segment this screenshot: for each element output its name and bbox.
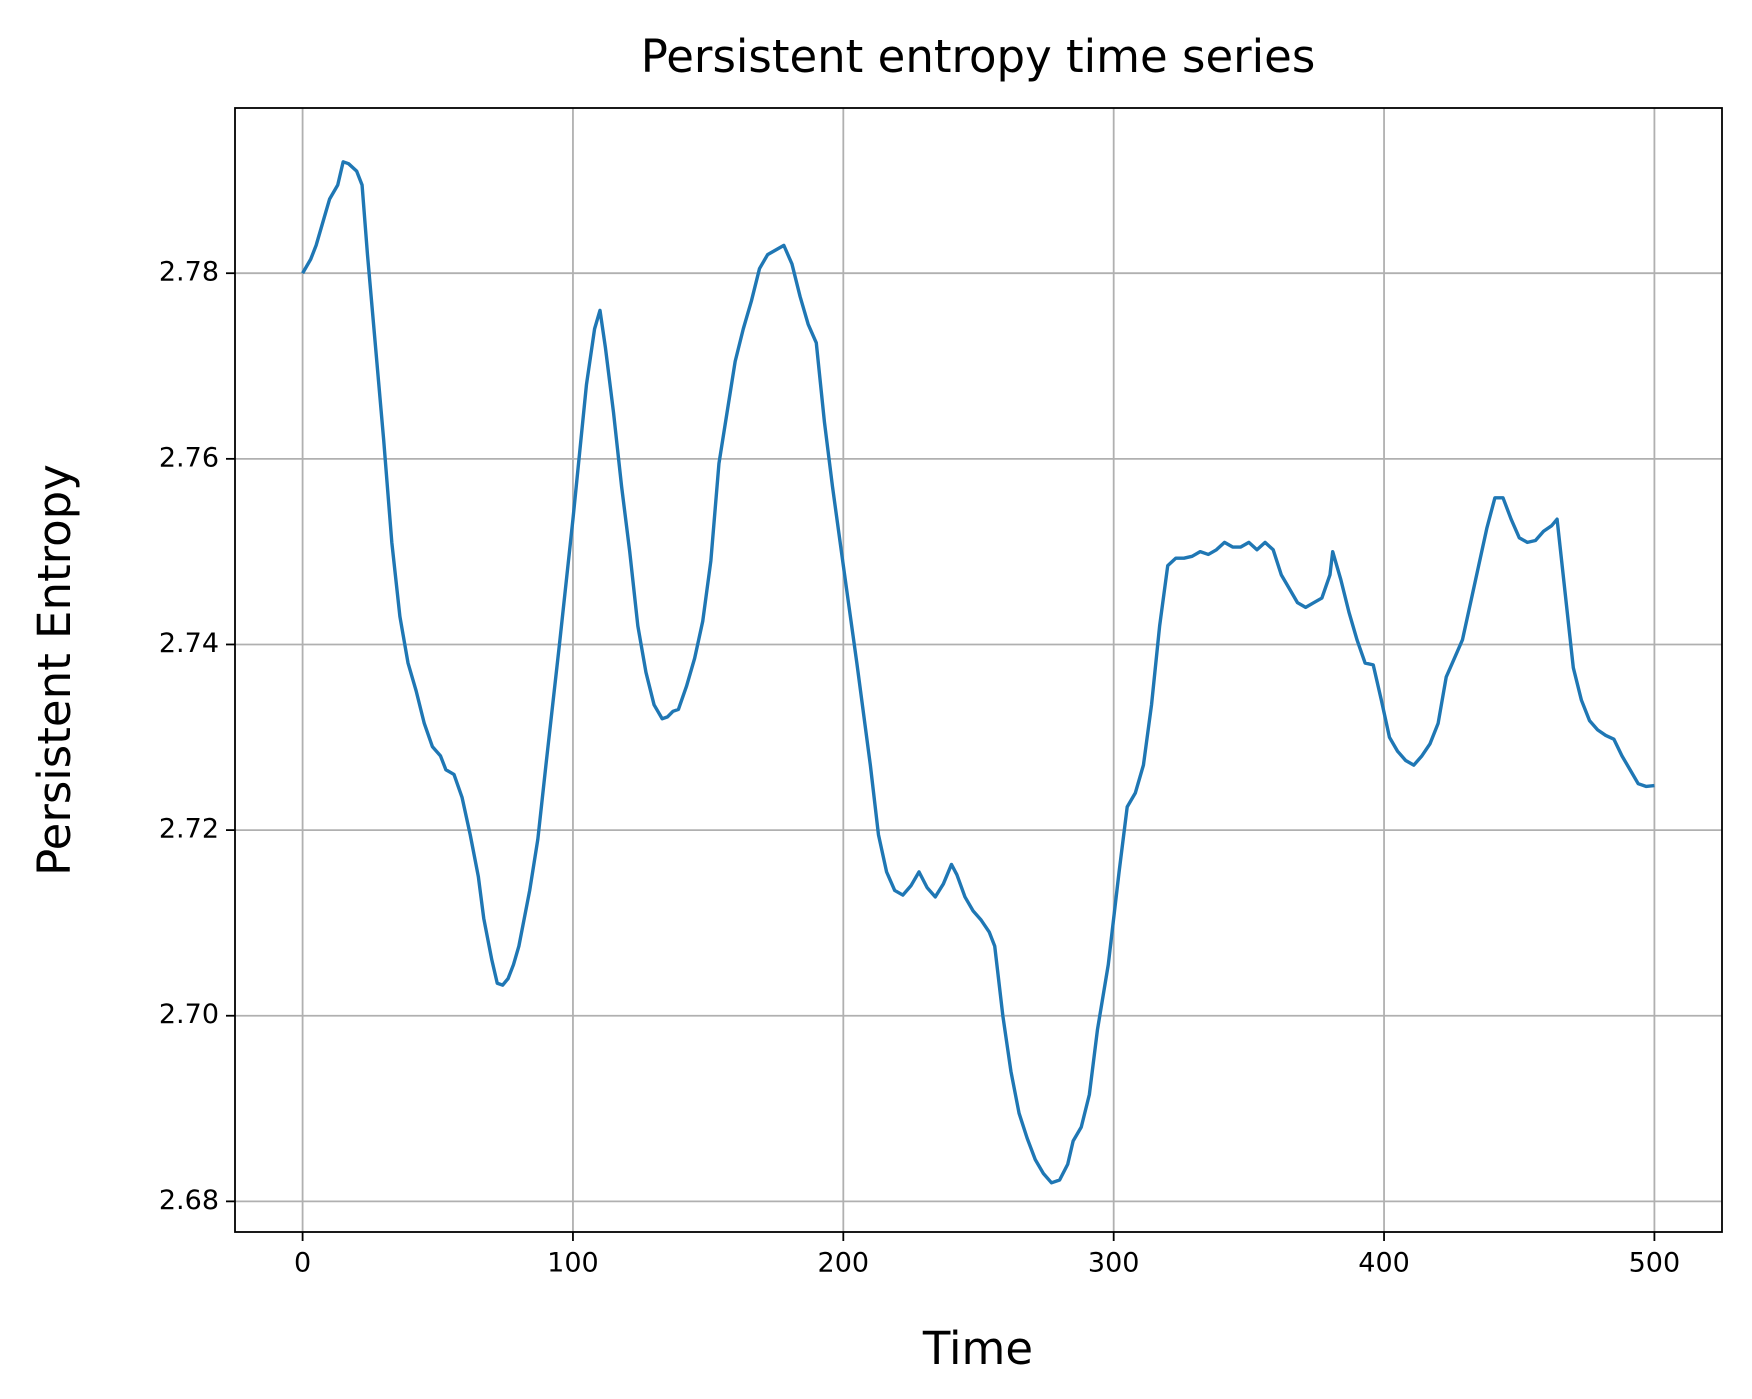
y-tick-label: 2.76 bbox=[159, 442, 219, 473]
x-tick-label: 100 bbox=[547, 1248, 599, 1279]
plot-frame bbox=[234, 107, 1723, 1233]
data-line bbox=[301, 160, 1655, 1185]
y-tick-label: 2.72 bbox=[159, 814, 219, 845]
y-tick-label: 2.70 bbox=[159, 999, 219, 1030]
x-tick-label: 0 bbox=[294, 1248, 311, 1279]
x-tick-label: 200 bbox=[818, 1248, 870, 1279]
x-tick-label: 400 bbox=[1358, 1248, 1410, 1279]
x-tick-label: 300 bbox=[1088, 1248, 1140, 1279]
y-axis-label: Persistent Entropy bbox=[28, 464, 81, 876]
y-tick-label: 2.68 bbox=[159, 1185, 219, 1216]
y-tick-label: 2.74 bbox=[159, 628, 219, 659]
chart-title: Persistent entropy time series bbox=[641, 30, 1316, 83]
x-axis-label: Time bbox=[922, 1322, 1033, 1375]
x-tick-label: 500 bbox=[1629, 1248, 1681, 1279]
y-tick-label: 2.78 bbox=[159, 257, 219, 288]
